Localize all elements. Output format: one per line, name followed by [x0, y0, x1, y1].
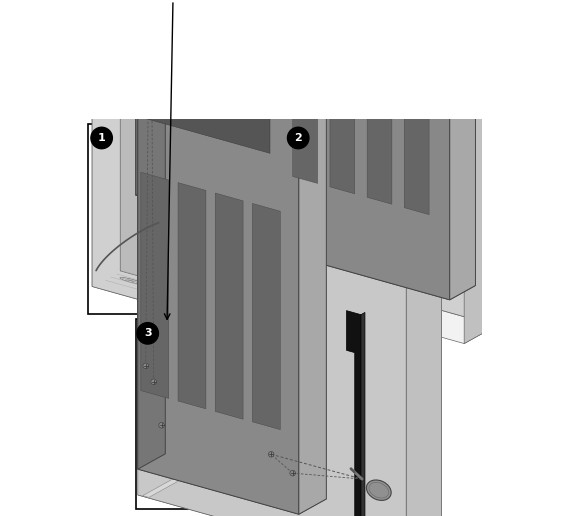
Polygon shape — [120, 278, 142, 284]
Circle shape — [159, 423, 164, 428]
Text: 1: 1 — [98, 133, 105, 143]
Polygon shape — [136, 184, 291, 233]
Polygon shape — [138, 78, 442, 173]
Polygon shape — [405, 0, 412, 147]
Polygon shape — [379, 138, 390, 142]
Polygon shape — [269, 117, 298, 125]
Ellipse shape — [366, 480, 391, 501]
Polygon shape — [289, 277, 496, 344]
Polygon shape — [252, 203, 280, 430]
Text: 2: 2 — [294, 133, 302, 143]
Polygon shape — [406, 153, 442, 516]
Polygon shape — [416, 0, 424, 150]
Polygon shape — [393, 0, 401, 143]
Polygon shape — [168, 291, 190, 297]
Polygon shape — [337, 0, 344, 127]
Polygon shape — [136, 0, 270, 233]
Polygon shape — [330, 0, 355, 194]
Polygon shape — [138, 0, 166, 469]
Polygon shape — [356, 132, 367, 136]
Polygon shape — [293, 0, 318, 183]
Polygon shape — [138, 454, 327, 514]
Polygon shape — [345, 128, 356, 132]
Circle shape — [287, 127, 309, 149]
Polygon shape — [361, 312, 365, 516]
Polygon shape — [464, 0, 496, 344]
Circle shape — [268, 452, 274, 457]
Polygon shape — [215, 193, 243, 419]
Polygon shape — [92, 0, 245, 329]
Circle shape — [137, 322, 158, 344]
Polygon shape — [289, 0, 450, 300]
Polygon shape — [346, 311, 361, 516]
Polygon shape — [136, 0, 157, 195]
Polygon shape — [144, 284, 166, 291]
Polygon shape — [404, 9, 429, 215]
Polygon shape — [138, 475, 442, 516]
Polygon shape — [450, 0, 476, 300]
Polygon shape — [333, 125, 344, 129]
Polygon shape — [367, 0, 392, 204]
Circle shape — [143, 363, 149, 369]
Polygon shape — [270, 0, 291, 233]
Polygon shape — [348, 0, 356, 131]
Bar — [136, 319, 433, 509]
Polygon shape — [238, 108, 268, 117]
Polygon shape — [138, 0, 299, 514]
Bar — [287, 124, 479, 314]
Circle shape — [91, 127, 112, 149]
Polygon shape — [359, 0, 367, 134]
Text: 3: 3 — [144, 328, 151, 338]
Polygon shape — [321, 0, 496, 326]
Polygon shape — [212, 304, 273, 329]
Polygon shape — [299, 0, 327, 514]
Polygon shape — [173, 78, 442, 516]
Polygon shape — [92, 0, 246, 12]
Polygon shape — [413, 148, 424, 151]
Polygon shape — [138, 98, 406, 516]
Polygon shape — [92, 0, 120, 286]
Polygon shape — [207, 99, 236, 108]
Polygon shape — [143, 477, 183, 497]
Polygon shape — [402, 144, 412, 148]
Polygon shape — [371, 0, 378, 137]
Circle shape — [151, 379, 156, 384]
Bar — [155, 218, 162, 221]
Polygon shape — [315, 129, 367, 148]
Polygon shape — [391, 141, 401, 145]
Polygon shape — [245, 0, 273, 329]
Polygon shape — [178, 183, 206, 409]
Polygon shape — [289, 240, 476, 300]
Polygon shape — [136, 0, 270, 14]
Polygon shape — [92, 271, 273, 329]
Polygon shape — [289, 0, 321, 295]
Polygon shape — [289, 0, 314, 255]
Polygon shape — [141, 172, 169, 398]
Polygon shape — [315, 19, 352, 148]
Polygon shape — [120, 0, 273, 314]
Circle shape — [290, 471, 295, 476]
Polygon shape — [242, 0, 273, 12]
Bar — [88, 124, 281, 314]
Polygon shape — [367, 135, 378, 139]
Polygon shape — [136, 56, 270, 153]
Polygon shape — [382, 0, 390, 140]
